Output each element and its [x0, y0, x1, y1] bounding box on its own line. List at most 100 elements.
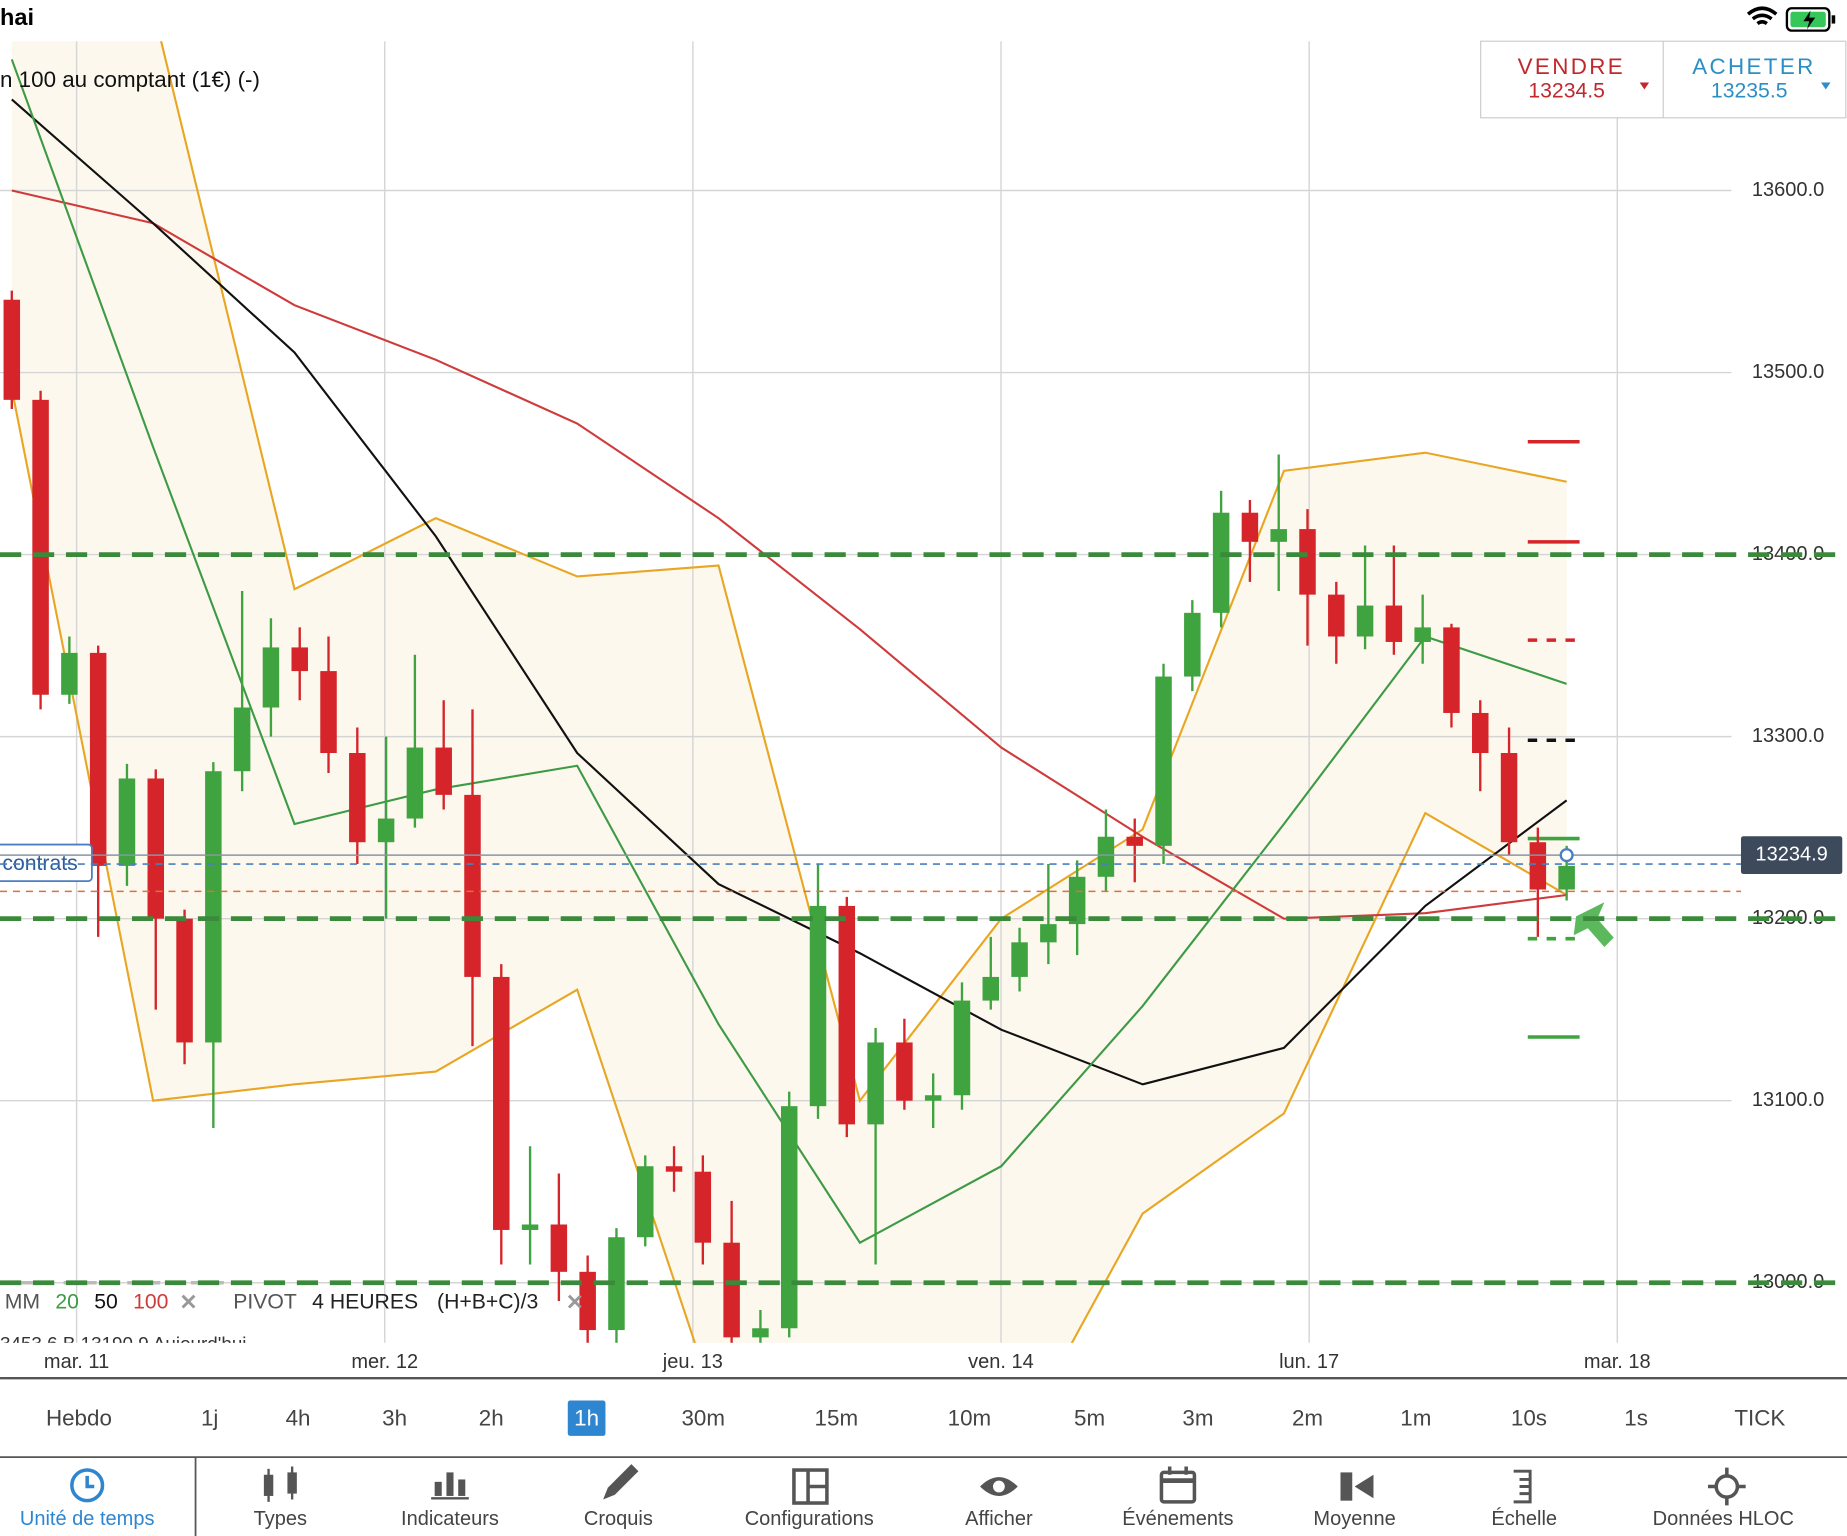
timeframe-button[interactable]: 2h: [479, 1405, 504, 1430]
timeframe-button[interactable]: 1m: [1400, 1405, 1431, 1430]
candle-body: [435, 747, 452, 795]
candle-body: [1155, 676, 1172, 846]
candle-body: [118, 778, 136, 866]
candle-body: [349, 753, 366, 843]
candle-body: [205, 771, 222, 1043]
timeframe-button[interactable]: 3h: [382, 1405, 407, 1430]
ma-period: 50: [94, 1290, 118, 1313]
candle-body: [637, 1166, 654, 1238]
tab-button[interactable]: Unité de temps: [20, 1508, 155, 1530]
timeframe-button[interactable]: 15m: [815, 1405, 859, 1430]
band-fill: [11, 41, 1567, 1343]
candle-body: [924, 1095, 942, 1101]
pivot-formula: (H+B+C)/3: [437, 1290, 538, 1313]
timeframe-button[interactable]: 5m: [1074, 1405, 1105, 1430]
sell-label: VENDRE: [1518, 54, 1625, 79]
candle-body: [723, 1242, 740, 1338]
indicator-line: [11, 98, 1568, 1086]
candle-body: [1184, 612, 1201, 677]
x-tick-label: mar. 18: [1584, 1351, 1651, 1373]
y-tick-label: 13600.0: [1752, 179, 1824, 201]
candle-body: [838, 905, 856, 1125]
tab-button[interactable]: Types: [254, 1508, 307, 1530]
candle-body: [320, 671, 337, 754]
tab-button[interactable]: Indicateurs: [401, 1508, 499, 1530]
candle-body: [1097, 836, 1115, 877]
candle-body: [89, 652, 107, 866]
ma-label: MM: [5, 1290, 40, 1313]
instrument-name: n 100 au comptant (1€) (-): [0, 67, 260, 92]
candle-body: [1040, 924, 1057, 943]
candle-body: [1414, 627, 1431, 642]
candle-body: [1529, 842, 1547, 890]
candle-body: [1472, 712, 1489, 754]
tab-button[interactable]: Événements: [1122, 1507, 1233, 1530]
candle-body: [550, 1224, 568, 1272]
candle-body: [291, 647, 308, 672]
candle-body: [1443, 627, 1460, 713]
candle-body: [1500, 753, 1518, 843]
position-tag[interactable]: contrats: [0, 843, 93, 882]
timeframe-button[interactable]: TICK: [1734, 1405, 1785, 1430]
candle-body: [1068, 876, 1086, 925]
x-tick-label: mar. 11: [44, 1351, 109, 1373]
x-tick-label: ven. 14: [968, 1351, 1034, 1373]
x-tick-label: mer. 12: [351, 1351, 418, 1373]
timeframe-button[interactable]: 30m: [681, 1405, 725, 1430]
candle-body: [521, 1224, 539, 1230]
last-price-box: [1740, 836, 1843, 874]
y-tick-label: 13300.0: [1752, 725, 1824, 747]
tab-button[interactable]: Échelle: [1491, 1507, 1557, 1530]
close-icon[interactable]: [567, 1294, 582, 1309]
candle-body: [752, 1328, 769, 1338]
x-tick-label: jeu. 13: [662, 1351, 723, 1373]
indicator-line: [10, 388, 1568, 1343]
pivot-period: 4 HEURES: [312, 1290, 418, 1313]
status-icons: [1746, 6, 1836, 32]
candle-body: [1212, 512, 1230, 613]
candle-body: [1270, 529, 1287, 542]
candle-body: [608, 1237, 625, 1331]
candle-body: [1126, 836, 1143, 846]
y-tick-label: 13100.0: [1752, 1089, 1824, 1111]
tab-button[interactable]: Afficher: [965, 1508, 1033, 1530]
candle-body: [1241, 512, 1259, 542]
tab-button[interactable]: Configurations: [745, 1508, 874, 1530]
candle-body: [1299, 529, 1316, 595]
pivot-label: PIVOT: [233, 1290, 297, 1313]
candle-body: [1011, 942, 1028, 977]
last-price-label: 13234.9: [1755, 843, 1827, 865]
candle-body: [694, 1171, 712, 1243]
timeframe-button[interactable]: 1s: [1624, 1405, 1648, 1430]
candle-body: [579, 1271, 596, 1331]
ma-period: 100: [133, 1290, 168, 1313]
candle-body: [982, 976, 1000, 1001]
y-tick-label: 13500.0: [1752, 361, 1824, 383]
timeframe-button[interactable]: 10m: [948, 1405, 992, 1430]
tab-button[interactable]: Croquis: [584, 1508, 653, 1530]
timeframe-button[interactable]: 3m: [1182, 1405, 1213, 1430]
close-icon[interactable]: [181, 1294, 196, 1309]
timeframe-button[interactable]: 1j: [201, 1405, 218, 1430]
candle-body: [377, 818, 395, 843]
buy-button[interactable]: ACHETER 13235.5: [1692, 54, 1831, 102]
timeframe-button[interactable]: Hebdo: [46, 1405, 112, 1430]
timeframe-button[interactable]: 1h: [574, 1405, 599, 1430]
arrow: [1573, 902, 1614, 948]
timeframe-button[interactable]: 10s: [1511, 1405, 1547, 1430]
status-time: hai: [0, 4, 34, 30]
tab-icons: [70, 1464, 1746, 1506]
indicator-line: [160, 41, 1567, 1104]
candle-body: [3, 299, 21, 400]
sell-button[interactable]: VENDRE 13234.5: [1518, 54, 1650, 102]
candle-body: [262, 647, 280, 708]
timeframe-button[interactable]: 2m: [1292, 1405, 1323, 1430]
candle-body: [464, 794, 481, 977]
candle-body: [406, 747, 424, 819]
candle-body: [61, 652, 78, 695]
candle-body: [953, 1000, 971, 1096]
tab-button[interactable]: Données HLOC: [1653, 1508, 1794, 1530]
timeframe-button[interactable]: 4h: [286, 1405, 311, 1430]
tab-button[interactable]: Moyenne: [1313, 1508, 1395, 1530]
